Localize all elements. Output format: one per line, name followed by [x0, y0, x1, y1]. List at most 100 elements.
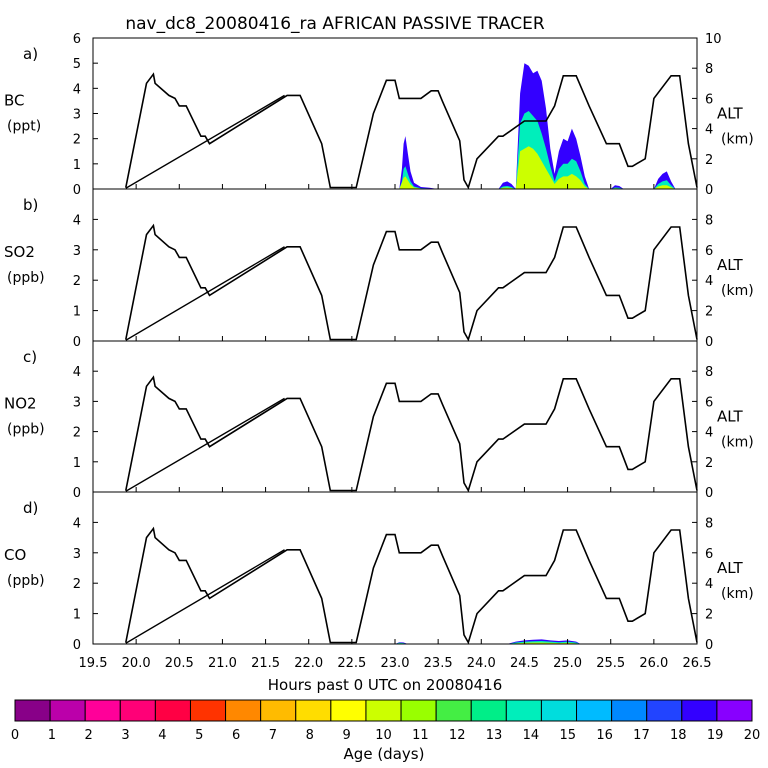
colorbar-swatch: [15, 700, 50, 721]
colorbar-tick-label: 11: [412, 728, 429, 743]
y-tick-label: 3: [73, 395, 81, 410]
x-tick-label: 24.5: [510, 656, 539, 671]
colorbar-swatch: [612, 700, 647, 721]
alt-tick-label: 8: [705, 62, 713, 77]
x-axis-label: Hours past 0 UTC on 20080416: [268, 676, 503, 694]
y-tick-label: 5: [73, 57, 81, 72]
colorbar-tick-label: 6: [232, 728, 240, 743]
x-tick-label: 21.5: [251, 656, 280, 671]
alt-tick-label: 6: [705, 547, 713, 562]
alt-tick-label: 2: [705, 456, 713, 471]
x-tick-label: 21.0: [208, 656, 237, 671]
panel-frame: [93, 189, 697, 341]
y-tick-label: 2: [73, 577, 81, 592]
alt-axis-label: ALT: [717, 408, 744, 426]
alt-tick-label: 0: [705, 335, 713, 350]
panel-frame: [93, 38, 697, 189]
colorbar-swatch: [226, 700, 261, 721]
panel-letter: b): [23, 196, 38, 214]
alt-tick-label: 4: [705, 426, 713, 441]
units-label: (ppb): [7, 573, 45, 589]
colorbar-tick-label: 14: [523, 728, 540, 743]
x-tick-label: 23.0: [381, 656, 410, 671]
colorbar-swatch: [471, 700, 506, 721]
colorbar-tick-label: 0: [11, 728, 19, 743]
colorbar-swatch: [401, 700, 436, 721]
colorbar-swatch: [120, 700, 155, 721]
panel-letter: d): [23, 499, 38, 517]
alt-axis-label: ALT: [717, 256, 744, 274]
colorbar-swatch: [717, 700, 752, 721]
panel-bc: 01234560246810a)BC(ppt)ALT(km): [4, 32, 754, 198]
altitude-diagonal: [126, 95, 285, 188]
colorbar-tick-label: 13: [486, 728, 503, 743]
y-tick-label: 0: [73, 638, 81, 653]
species-label: SO2: [4, 243, 35, 261]
colorbar-swatch: [682, 700, 717, 721]
colorbar-swatch: [331, 700, 366, 721]
alt-tick-label: 2: [705, 305, 713, 320]
colorbar-tick-label: 12: [449, 728, 466, 743]
colorbar-tick-label: 20: [744, 728, 761, 743]
panel-frame: [93, 341, 697, 492]
colorbar-tick-label: 2: [85, 728, 93, 743]
colorbar-swatch: [296, 700, 331, 721]
alt-tick-label: 0: [705, 183, 713, 198]
colorbar-tick-label: 18: [670, 728, 687, 743]
y-tick-label: 3: [73, 244, 81, 259]
x-tick-label: 25.0: [553, 656, 582, 671]
alt-units-label: (km): [721, 586, 754, 602]
altitude-line: [126, 226, 697, 340]
colorbar-tick-label: 16: [596, 728, 613, 743]
altitude-diagonal: [126, 550, 285, 643]
colorbar-swatch: [155, 700, 190, 721]
alt-tick-label: 10: [705, 32, 722, 47]
colorbar-tick-label: 17: [633, 728, 650, 743]
y-tick-label: 2: [73, 426, 81, 441]
x-tick-label: 23.5: [424, 656, 453, 671]
x-tick-label: 22.5: [337, 656, 366, 671]
chart: nav_dc8_20080416_ra AFRICAN PASSIVE TRAC…: [0, 0, 768, 768]
panel-letter: c): [23, 348, 37, 366]
altitude-diagonal: [126, 398, 285, 491]
colorbar-label: Age (days): [344, 745, 425, 763]
colorbar-tick-label: 10: [375, 728, 392, 743]
colorbar-swatch: [436, 700, 471, 721]
y-tick-label: 3: [73, 108, 81, 123]
colorbar-swatch: [577, 700, 612, 721]
y-tick-label: 0: [73, 183, 81, 198]
alt-tick-label: 4: [705, 577, 713, 592]
panel-co: 0123402468d)CO(ppb)ALT(km): [4, 492, 754, 653]
colorbar-tick-label: 5: [195, 728, 203, 743]
altitude-line: [126, 377, 697, 490]
alt-tick-label: 4: [705, 123, 713, 138]
y-tick-label: 3: [73, 547, 81, 562]
y-tick-label: 0: [73, 486, 81, 501]
colorbar-swatch: [647, 700, 682, 721]
alt-tick-label: 8: [705, 365, 713, 380]
alt-tick-label: 6: [705, 244, 713, 259]
alt-tick-label: 8: [705, 213, 713, 228]
x-tick-label: 25.5: [596, 656, 625, 671]
x-tick-label: 24.0: [467, 656, 496, 671]
alt-units-label: (km): [721, 283, 754, 299]
colorbar-tick-label: 4: [158, 728, 166, 743]
colorbar-tick-label: 19: [707, 728, 724, 743]
y-tick-label: 0: [73, 335, 81, 350]
alt-tick-label: 4: [705, 274, 713, 289]
altitude-line: [126, 529, 697, 643]
colorbar-swatch: [366, 700, 401, 721]
alt-tick-label: 6: [705, 395, 713, 410]
x-tick-label: 19.5: [79, 656, 108, 671]
species-label: BC: [4, 92, 25, 110]
species-label: CO: [4, 546, 26, 564]
colorbar-swatch: [541, 700, 576, 721]
species-label: NO2: [4, 395, 37, 413]
y-tick-label: 2: [73, 274, 81, 289]
colorbar-swatch: [261, 700, 296, 721]
x-tick-label: 26.0: [639, 656, 668, 671]
y-tick-label: 1: [73, 158, 81, 173]
x-tick-label: 22.0: [294, 656, 323, 671]
alt-tick-label: 2: [705, 153, 713, 168]
